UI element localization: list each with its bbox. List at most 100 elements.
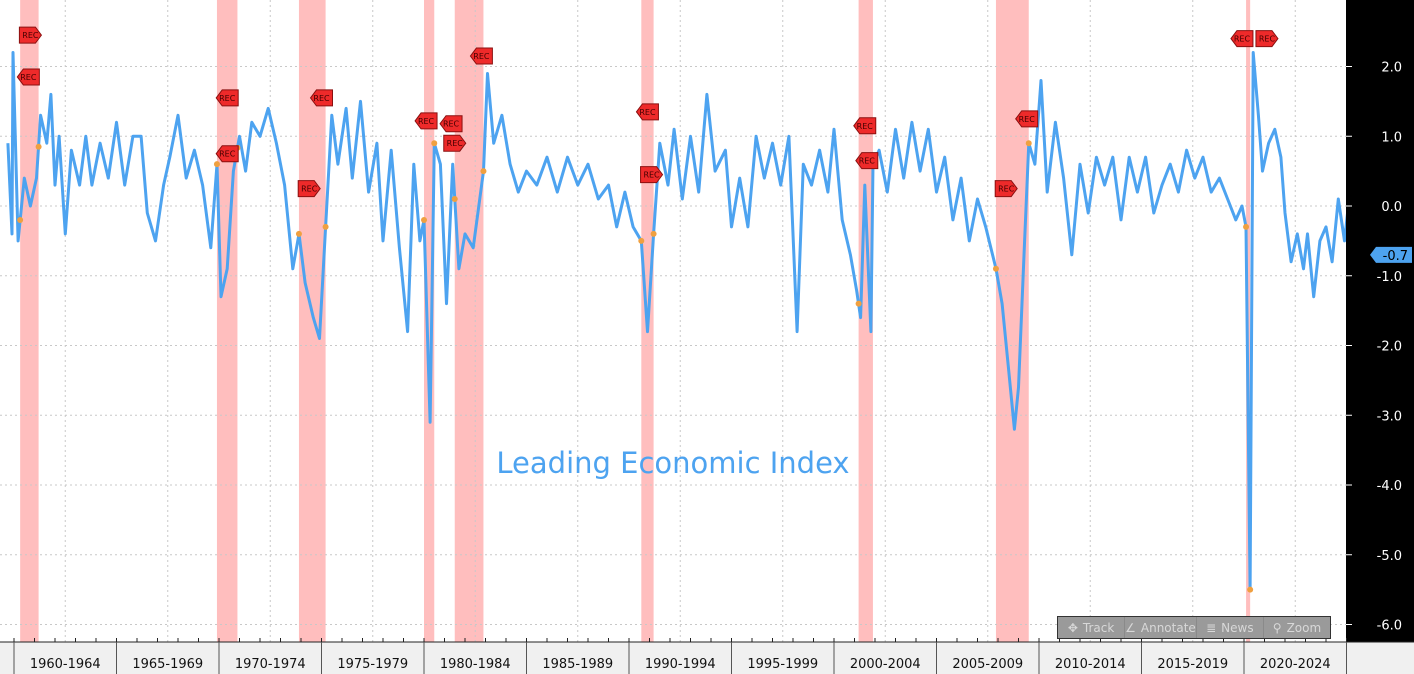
rec-marker-label: REC xyxy=(447,139,464,148)
recession-point xyxy=(213,161,220,168)
rec-marker-shape xyxy=(297,180,321,198)
rec-marker-label: REC xyxy=(20,73,37,82)
last-value-label: -0.7 xyxy=(1383,249,1408,264)
rec-marker-label: REC xyxy=(473,52,490,61)
rec-marker-shape xyxy=(1255,30,1279,48)
rec-marker-label: REC xyxy=(857,122,874,131)
magnifier-icon: ⚲ xyxy=(1272,620,1282,635)
rec-marker: REC xyxy=(1015,110,1039,128)
recession-point xyxy=(295,230,302,237)
news-icon: ≣ xyxy=(1206,620,1217,635)
recession-band xyxy=(454,0,484,642)
recession-point xyxy=(992,265,999,272)
rec-marker-shape xyxy=(855,152,879,170)
zoom-button[interactable]: ⚲ Zoom xyxy=(1272,620,1322,635)
chart-toolbar: ✥ Track ∠ Annotate ≣ News ⚲ Zoom xyxy=(1057,616,1331,639)
recession-point xyxy=(35,143,42,150)
rec-marker-shape xyxy=(215,89,239,107)
rec-marker: REC xyxy=(215,145,239,163)
y-tick-label: 1.0 xyxy=(1381,130,1402,145)
y-tick-label: -6.0 xyxy=(1377,619,1402,634)
x-tick-label: 2005-2009 xyxy=(952,657,1023,672)
rec-marker-shape xyxy=(994,180,1018,198)
rec-marker-shape xyxy=(414,112,438,130)
y-tick-label: -3.0 xyxy=(1377,409,1402,424)
recession-point xyxy=(480,168,487,175)
chart-title: Leading Economic Index xyxy=(496,446,850,480)
rec-marker: REC xyxy=(439,115,463,133)
rec-marker-shape xyxy=(640,166,664,184)
rec-marker-shape xyxy=(309,89,333,107)
rec-marker-shape xyxy=(469,47,493,65)
rec-marker: REC xyxy=(414,112,438,130)
rec-marker-label: REC xyxy=(219,150,236,159)
y-tick-label: -2.0 xyxy=(1377,340,1402,355)
recession-band xyxy=(424,0,435,642)
x-axis-band xyxy=(0,642,1414,674)
x-tick-label: 1990-1994 xyxy=(645,657,716,672)
rec-marker-shape xyxy=(1230,30,1254,48)
x-tick-label: 1985-1989 xyxy=(542,657,613,672)
rec-marker: REC xyxy=(640,166,664,184)
x-tick-label: 2000-2004 xyxy=(850,657,921,672)
recession-point xyxy=(1025,140,1032,147)
x-tick-label: 1960-1964 xyxy=(30,657,101,672)
rec-marker-label: REC xyxy=(313,94,330,103)
track-button[interactable]: ✥ Track xyxy=(1058,617,1126,638)
recession-point xyxy=(650,230,657,237)
recession-point xyxy=(451,196,458,203)
pencil-icon: ∠ xyxy=(1125,620,1136,635)
rec-marker: REC xyxy=(443,134,467,152)
rec-marker: REC xyxy=(309,89,333,107)
rec-marker: REC xyxy=(1255,30,1279,48)
x-tick-label: 2010-2014 xyxy=(1055,657,1126,672)
rec-marker-shape xyxy=(1015,110,1039,128)
rec-marker-shape xyxy=(635,103,659,121)
rec-marker-label: REC xyxy=(643,171,660,180)
recession-band xyxy=(995,0,1029,642)
rec-marker-shape xyxy=(443,134,467,152)
rec-marker-label: REC xyxy=(443,120,460,129)
recession-point xyxy=(1247,586,1254,593)
rec-marker-label: REC xyxy=(219,94,236,103)
rec-marker: REC xyxy=(18,26,43,44)
y-axis-panel xyxy=(1346,0,1414,642)
news-button[interactable]: ≣ News xyxy=(1197,617,1264,638)
rec-marker: REC xyxy=(853,117,877,135)
x-tick-label: 2020-2024 xyxy=(1260,657,1331,672)
rec-marker-label: REC xyxy=(22,31,39,40)
rec-marker: REC xyxy=(994,180,1018,198)
rec-marker: REC xyxy=(215,89,239,107)
recession-point xyxy=(638,237,645,244)
annotate-button[interactable]: ∠ Annotate xyxy=(1125,617,1197,638)
recession-point xyxy=(421,216,427,223)
rec-marker-label: REC xyxy=(1234,35,1251,44)
x-tick-label: 1995-1999 xyxy=(747,657,818,672)
rec-marker: REC xyxy=(1230,30,1254,48)
recession-point xyxy=(322,223,329,230)
crosshair-icon: ✥ xyxy=(1067,620,1078,635)
recession-point xyxy=(17,216,24,223)
y-tick-label: -1.0 xyxy=(1377,270,1402,285)
y-tick-label: -4.0 xyxy=(1377,479,1402,494)
rec-marker-shape xyxy=(16,68,40,86)
rec-marker-label: REC xyxy=(1019,115,1036,124)
rec-marker-shape xyxy=(853,117,877,135)
series-line xyxy=(6,51,1359,592)
rec-marker: REC xyxy=(16,68,40,86)
x-tick-label: 2015-2019 xyxy=(1157,657,1228,672)
rec-marker-label: REC xyxy=(418,117,435,126)
rec-marker: REC xyxy=(635,103,659,121)
y-tick-label: 0.0 xyxy=(1381,200,1402,215)
rec-marker-label: REC xyxy=(301,185,318,194)
rec-marker-label: REC xyxy=(859,157,876,166)
recession-point xyxy=(855,300,862,307)
rec-marker-label: REC xyxy=(639,108,656,117)
rec-marker-label: REC xyxy=(998,185,1015,194)
x-tick-label: 1965-1969 xyxy=(132,657,203,672)
recession-point xyxy=(1243,223,1250,230)
x-tick-label: 1975-1979 xyxy=(337,657,408,672)
rec-marker: REC xyxy=(469,47,493,65)
x-tick-label: 1980-1984 xyxy=(440,657,511,672)
